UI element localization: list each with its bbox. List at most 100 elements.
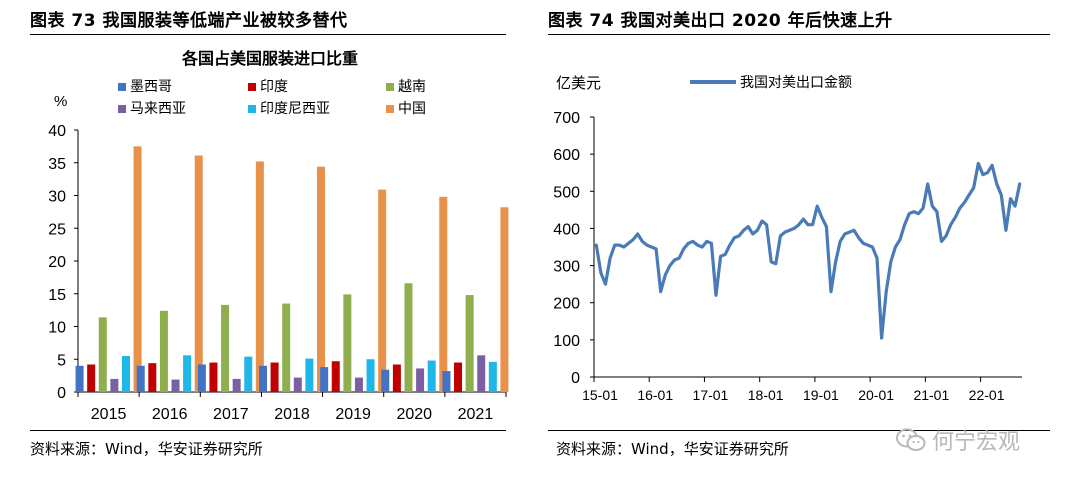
bar-legend-label: 马来西亚 — [130, 101, 186, 117]
line-y-tick-label: 400 — [553, 221, 580, 238]
bar — [293, 377, 302, 392]
bar — [454, 362, 463, 392]
line-x-tick-label: 21-01 — [913, 387, 949, 403]
line-x-tick-label: 15-01 — [582, 387, 618, 403]
bar — [465, 295, 474, 392]
bar — [366, 359, 375, 392]
line-x-tick-label: 19-01 — [803, 387, 839, 403]
bar — [500, 207, 509, 392]
bar — [416, 368, 425, 392]
bar-legend-swatch — [118, 83, 126, 91]
bar — [159, 310, 168, 392]
watermark-text: 何宁宏观 — [932, 430, 1021, 455]
bar — [320, 367, 329, 392]
bar — [392, 364, 401, 392]
bar-y-tick-label: 40 — [48, 123, 66, 140]
bar-legend-label: 中国 — [398, 101, 426, 117]
bar — [221, 304, 230, 392]
bar-legend-swatch — [118, 105, 126, 113]
bar — [75, 365, 84, 392]
bar — [381, 369, 390, 392]
line-x-tick-label: 20-01 — [858, 387, 894, 403]
bar — [87, 364, 96, 392]
line-y-tick-label: 600 — [553, 147, 580, 164]
bar — [331, 361, 340, 392]
left-figure-title: 图表 73 我国服装等低端产业被较多替代 — [30, 11, 348, 31]
line-x-tick-label: 16-01 — [637, 387, 673, 403]
bar — [136, 365, 145, 392]
bar-y-tick-label: 30 — [48, 189, 66, 206]
bar — [305, 358, 314, 392]
bar-y-tick-label: 15 — [48, 287, 66, 304]
line-x-tick-label: 22-01 — [969, 387, 1005, 403]
bar-legend-swatch — [248, 105, 256, 113]
bar — [197, 364, 206, 392]
line-legend-label: 我国对美出口金额 — [740, 75, 852, 91]
bar — [317, 166, 325, 392]
bar-x-tick-label: 2015 — [91, 406, 127, 423]
bar — [194, 155, 203, 392]
bar-y-tick-label: 25 — [48, 221, 66, 238]
bar — [98, 317, 107, 392]
bar — [244, 356, 253, 392]
bar — [110, 378, 119, 392]
bar — [171, 379, 180, 392]
bar — [427, 360, 436, 392]
bar — [259, 365, 267, 392]
line-y-unit-label: 亿美元 — [556, 74, 601, 92]
bar-legend-swatch — [386, 83, 394, 91]
bar — [270, 362, 279, 392]
right-source-rule — [548, 430, 1050, 431]
bar — [121, 355, 130, 392]
bar-legend-label: 越南 — [398, 79, 426, 95]
bar — [133, 146, 142, 392]
right-source-note: 资料来源：Wind，华安证券研究所 — [556, 440, 789, 458]
bar-legend-swatch — [386, 105, 394, 113]
bar — [209, 362, 218, 392]
bar-y-tick-label: 10 — [48, 320, 66, 337]
line-y-tick-label: 200 — [553, 296, 580, 313]
bar — [439, 196, 448, 392]
bar — [148, 363, 157, 392]
bar-y-unit-label: % — [54, 93, 67, 110]
bar — [232, 378, 241, 392]
bar-legend-swatch — [248, 83, 256, 91]
watermark: 何宁宏观 — [896, 424, 1020, 456]
line-y-tick-label: 0 — [571, 370, 580, 387]
bar — [343, 294, 352, 392]
left-title-rule — [30, 34, 506, 35]
bar — [282, 303, 291, 392]
left-source-note: 资料来源：Wind，华安证券研究所 — [30, 440, 263, 458]
bar — [378, 189, 387, 392]
left-source-rule — [30, 430, 506, 431]
bar-x-tick-label: 2018 — [274, 406, 310, 423]
bar — [183, 355, 192, 392]
wechat-icon — [896, 428, 926, 451]
bar-x-tick-label: 2021 — [458, 406, 494, 423]
line-y-tick-label: 700 — [553, 110, 580, 127]
right-figure-title: 图表 74 我国对美出口 2020 年后快速上升 — [548, 11, 893, 31]
bar — [488, 361, 497, 392]
bar — [255, 161, 264, 392]
bar-y-tick-label: 20 — [48, 254, 66, 271]
line-chart: 亿美元 我国对美出口金额 0 100 200 300 400 500 600 700 15-01 16… — [553, 74, 1022, 403]
bar-chart-title: 各国占美国服装进口比重 — [181, 49, 358, 68]
right-title-rule — [548, 34, 1050, 35]
bar — [442, 371, 451, 392]
line-x-tick-label: 17-01 — [693, 387, 729, 403]
bar-y-tick-label: 5 — [57, 352, 66, 369]
bar-y-tick-label: 35 — [48, 156, 66, 173]
bar-x-tick-label: 2020 — [396, 406, 432, 423]
bar-legend-label: 墨西哥 — [130, 79, 172, 95]
line-x-tick-label: 18-01 — [748, 387, 784, 403]
bar-legend-label: 印度 — [260, 79, 288, 95]
bar-x-tick-label: 2016 — [152, 406, 188, 423]
bar-x-tick-label: 2017 — [213, 406, 249, 423]
line-y-tick-label: 100 — [553, 333, 580, 350]
bar-x-tick-label: 2019 — [335, 406, 371, 423]
bar — [477, 355, 486, 392]
line-y-tick-label: 300 — [553, 259, 580, 276]
bar — [354, 377, 363, 392]
bar — [404, 283, 413, 392]
